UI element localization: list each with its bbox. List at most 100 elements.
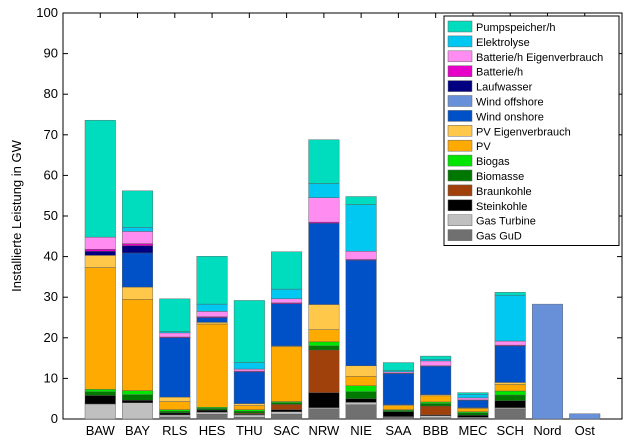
bar-segment xyxy=(308,304,340,330)
bar-segment xyxy=(308,223,340,305)
bar-segment xyxy=(494,294,526,342)
y-tick-label: 100 xyxy=(36,5,58,20)
bar-segment xyxy=(122,227,154,232)
legend-entry: Braunkohle xyxy=(476,186,532,198)
bar-segment xyxy=(84,403,116,420)
legend-entry: Wind offshore xyxy=(476,97,544,109)
bar-segment xyxy=(122,394,154,401)
bar-segment xyxy=(84,391,116,396)
legend-entry: Batterie/h xyxy=(476,67,523,79)
bar-segment xyxy=(271,402,303,405)
x-tick-label: BAY xyxy=(125,423,150,438)
bar-segment xyxy=(308,183,340,198)
legend-swatch xyxy=(447,35,473,48)
bar-segment xyxy=(84,267,116,390)
y-tick-label: 20 xyxy=(44,330,58,345)
y-tick-label: 70 xyxy=(44,127,58,142)
bar-segment xyxy=(122,190,154,228)
bar-segment xyxy=(271,404,303,410)
bar-segment xyxy=(420,355,452,360)
bar-segment xyxy=(382,362,414,371)
bar-segment xyxy=(420,403,452,407)
bar-segment xyxy=(345,404,377,420)
legend-entry: Wind onshore xyxy=(476,111,544,123)
bar-segment xyxy=(122,402,154,420)
legend-swatch xyxy=(447,169,473,182)
bar-segment xyxy=(457,412,489,416)
bar-segment xyxy=(196,322,228,325)
bar-segment xyxy=(494,340,526,346)
bar-segment xyxy=(308,345,340,351)
bar-segment xyxy=(382,411,414,417)
bar-segment xyxy=(196,408,228,411)
bar-segment xyxy=(84,236,116,250)
bar-segment xyxy=(159,401,191,410)
y-tick-label: 50 xyxy=(44,208,58,223)
bar-segment xyxy=(382,405,414,410)
bar-segment xyxy=(494,408,526,420)
bar-segment xyxy=(382,373,414,405)
x-tick-label: BBB xyxy=(423,423,449,438)
bar-segment xyxy=(233,405,265,410)
bar-segment xyxy=(420,401,452,404)
legend-entry: Gas GuD xyxy=(476,231,522,243)
bar-segment xyxy=(196,411,228,415)
bar-segment xyxy=(196,255,228,305)
legend-entry: Gas Turbine xyxy=(476,216,536,228)
bar-segment xyxy=(308,408,340,420)
bar-segment xyxy=(84,395,116,405)
bar-segment xyxy=(308,139,340,184)
y-tick-label: 60 xyxy=(44,167,58,182)
bar-segment xyxy=(84,251,116,256)
bar-segment xyxy=(345,196,377,205)
bar-segment xyxy=(84,255,116,268)
bar-segment xyxy=(345,204,377,252)
legend-swatch xyxy=(447,199,473,212)
y-axis-label: Installierte Leistung in GW xyxy=(9,139,24,291)
bar-segment xyxy=(457,394,489,399)
legend-swatch xyxy=(447,214,473,226)
bar-segment xyxy=(457,400,489,408)
bar-segment xyxy=(122,299,154,391)
bar-segment xyxy=(159,332,191,338)
bar-segment xyxy=(345,391,377,399)
bar-segment xyxy=(494,292,526,296)
bar-segment xyxy=(122,252,154,288)
bar-segment xyxy=(494,394,526,401)
legend-swatch xyxy=(447,80,473,92)
bar-segment xyxy=(308,341,340,347)
bar-segment xyxy=(196,323,228,408)
bar-segment xyxy=(271,409,303,412)
bar-segment xyxy=(569,413,601,420)
chart-bars xyxy=(84,119,601,420)
bar-segment xyxy=(531,303,563,420)
bar-segment xyxy=(233,409,265,412)
legend-entry: Biogas xyxy=(476,156,510,168)
bar-segment xyxy=(345,251,377,260)
bar-segment xyxy=(233,300,265,363)
bar-segment xyxy=(233,414,265,418)
legend-swatch xyxy=(447,184,473,197)
bar-segment xyxy=(122,231,154,244)
bar-segment xyxy=(420,405,452,416)
bar-segment xyxy=(271,411,303,415)
bar-segment xyxy=(196,311,228,317)
x-tick-label: SAC xyxy=(273,423,300,438)
bar-segment xyxy=(271,251,303,290)
bar-segment xyxy=(345,398,377,403)
legend-swatch xyxy=(447,110,473,122)
x-tick-label: THU xyxy=(236,423,263,438)
bar-segment xyxy=(233,411,265,414)
bar-segment xyxy=(233,371,265,404)
y-tick-label: 10 xyxy=(44,370,58,385)
bar-segment xyxy=(196,413,228,420)
x-tick-label: SAA xyxy=(385,423,411,438)
bar-segment xyxy=(271,413,303,420)
bar-segment xyxy=(196,303,228,312)
legend-entry: Biomasse xyxy=(476,171,524,183)
bar-segment xyxy=(271,288,303,300)
legend-entry: Laufwasser xyxy=(476,82,533,94)
bar-segment xyxy=(196,317,228,323)
legend-entry: Batterie/h Eigenverbrauch xyxy=(476,52,603,64)
bar-segment xyxy=(159,411,191,414)
